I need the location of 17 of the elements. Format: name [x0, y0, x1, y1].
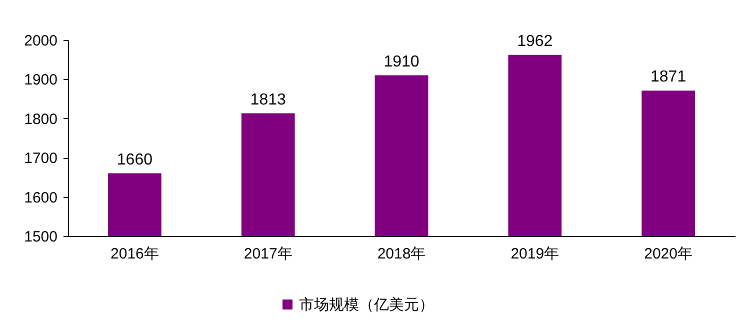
- y-tick-label: 1800: [24, 110, 58, 128]
- data-label: 1962: [517, 32, 553, 50]
- y-tick-label: 2000: [24, 32, 58, 50]
- data-label: 1871: [650, 68, 686, 86]
- y-tick-label: 1500: [24, 228, 58, 246]
- y-tick-label: 1700: [24, 150, 58, 168]
- data-label: 1910: [384, 53, 420, 70]
- data-label: 1813: [250, 91, 286, 108]
- x-tick-label: 2016年: [110, 246, 159, 262]
- x-tick-label: 2020年: [644, 246, 692, 262]
- legend-label: 市场规模（亿美元）: [299, 296, 434, 314]
- x-tick-label: 2017年: [244, 246, 292, 262]
- y-tick-label: 1900: [24, 72, 58, 89]
- x-tick-label: 2018年: [377, 246, 426, 262]
- y-tick-label: 1600: [24, 189, 58, 206]
- x-tick-label: 2019年: [510, 246, 560, 262]
- data-label: 1660: [116, 151, 153, 168]
